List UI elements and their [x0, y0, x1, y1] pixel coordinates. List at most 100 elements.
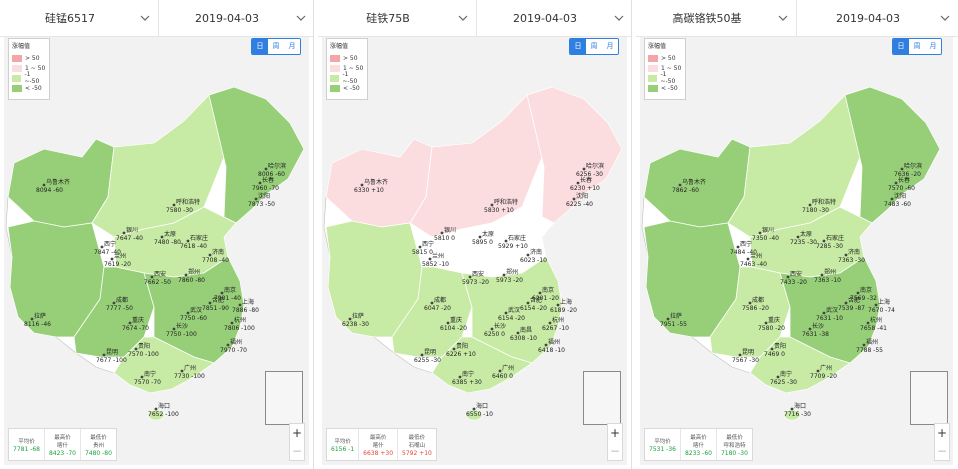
city-marker[interactable] [134, 347, 138, 351]
zoom-out-button[interactable]: − [291, 444, 303, 458]
city-marker[interactable] [220, 291, 224, 295]
product-select-3[interactable]: 高碳铬铁50基 [636, 0, 797, 36]
legend-item[interactable]: -1 ~-50 [330, 71, 364, 85]
city-marker[interactable] [418, 245, 422, 249]
province-region[interactable] [749, 336, 851, 394]
date-select-1[interactable]: 2019-04-03 [158, 0, 314, 36]
city-marker[interactable] [154, 407, 158, 411]
city-marker[interactable] [746, 257, 750, 261]
city-marker[interactable] [468, 275, 472, 279]
city-marker[interactable] [172, 203, 176, 207]
city-marker[interactable] [776, 375, 780, 379]
city-marker[interactable] [526, 301, 530, 305]
legend-item[interactable]: < -50 [12, 83, 46, 93]
city-marker[interactable] [582, 167, 586, 171]
product-select-1[interactable]: 硅锰6517 [0, 0, 159, 36]
city-marker[interactable] [504, 239, 508, 243]
city-marker[interactable] [110, 257, 114, 261]
tab-day[interactable]: 日 [570, 39, 586, 54]
province-region[interactable] [526, 86, 623, 224]
city-marker[interactable] [790, 407, 794, 411]
zoom-out-button[interactable]: − [936, 444, 948, 458]
city-marker[interactable] [572, 197, 576, 201]
legend-item[interactable]: 1 ~ 50 [330, 63, 364, 73]
province-region[interactable] [208, 86, 305, 224]
city-marker[interactable] [452, 347, 456, 351]
date-select-2[interactable]: 2019-04-03 [476, 0, 632, 36]
city-marker[interactable] [822, 311, 826, 315]
city-marker[interactable] [208, 253, 212, 257]
city-marker[interactable] [122, 231, 126, 235]
city-marker[interactable] [478, 235, 482, 239]
tab-day[interactable]: 日 [893, 39, 909, 54]
city-marker[interactable] [678, 183, 682, 187]
city-marker[interactable] [822, 239, 826, 243]
city-marker[interactable] [186, 239, 190, 243]
city-marker[interactable] [490, 327, 494, 331]
legend-item[interactable]: > 50 [12, 53, 46, 63]
tab-month[interactable]: 月 [602, 39, 618, 54]
tab-week[interactable]: 周 [268, 39, 284, 54]
tab-month[interactable]: 月 [284, 39, 300, 54]
city-marker[interactable] [100, 245, 104, 249]
city-marker[interactable] [808, 327, 812, 331]
city-marker[interactable] [458, 375, 462, 379]
legend-item[interactable]: > 50 [648, 53, 682, 63]
tab-week[interactable]: 周 [909, 39, 925, 54]
city-marker[interactable] [172, 327, 176, 331]
city-marker[interactable] [254, 197, 258, 201]
city-marker[interactable] [556, 303, 560, 307]
city-marker[interactable] [42, 183, 46, 187]
province-region[interactable] [431, 336, 533, 394]
city-marker[interactable] [230, 321, 234, 325]
city-marker[interactable] [820, 273, 824, 277]
legend-item[interactable]: 1 ~ 50 [12, 63, 46, 73]
city-marker[interactable] [348, 317, 352, 321]
city-marker[interactable] [758, 231, 762, 235]
city-marker[interactable] [502, 273, 506, 277]
city-marker[interactable] [226, 343, 230, 347]
province-region[interactable] [844, 86, 941, 224]
city-marker[interactable] [208, 301, 212, 305]
city-marker[interactable] [140, 375, 144, 379]
city-marker[interactable] [180, 369, 184, 373]
city-marker[interactable] [128, 321, 132, 325]
tab-month[interactable]: 月 [925, 39, 941, 54]
city-marker[interactable] [184, 273, 188, 277]
city-marker[interactable] [440, 231, 444, 235]
city-marker[interactable] [428, 257, 432, 261]
city-marker[interactable] [160, 235, 164, 239]
city-marker[interactable] [844, 301, 848, 305]
city-marker[interactable] [186, 311, 190, 315]
city-marker[interactable] [490, 203, 494, 207]
city-marker[interactable] [526, 253, 530, 257]
city-marker[interactable] [770, 347, 774, 351]
city-marker[interactable] [576, 181, 580, 185]
city-marker[interactable] [874, 303, 878, 307]
tab-week[interactable]: 周 [586, 39, 602, 54]
city-marker[interactable] [150, 275, 154, 279]
city-marker[interactable] [816, 369, 820, 373]
city-marker[interactable] [30, 317, 34, 321]
legend-item[interactable]: 1 ~ 50 [648, 63, 682, 73]
city-marker[interactable] [890, 197, 894, 201]
city-marker[interactable] [548, 321, 552, 325]
city-marker[interactable] [102, 353, 106, 357]
city-marker[interactable] [544, 343, 548, 347]
city-marker[interactable] [238, 303, 242, 307]
city-marker[interactable] [498, 369, 502, 373]
legend-item[interactable]: -1 ~-50 [648, 71, 682, 85]
city-marker[interactable] [862, 343, 866, 347]
city-marker[interactable] [796, 235, 800, 239]
city-marker[interactable] [420, 353, 424, 357]
city-marker[interactable] [430, 301, 434, 305]
city-marker[interactable] [258, 181, 262, 185]
product-select-2[interactable]: 硅铁75B [318, 0, 477, 36]
legend-item[interactable]: < -50 [648, 83, 682, 93]
city-marker[interactable] [856, 291, 860, 295]
city-marker[interactable] [112, 301, 116, 305]
city-marker[interactable] [866, 321, 870, 325]
